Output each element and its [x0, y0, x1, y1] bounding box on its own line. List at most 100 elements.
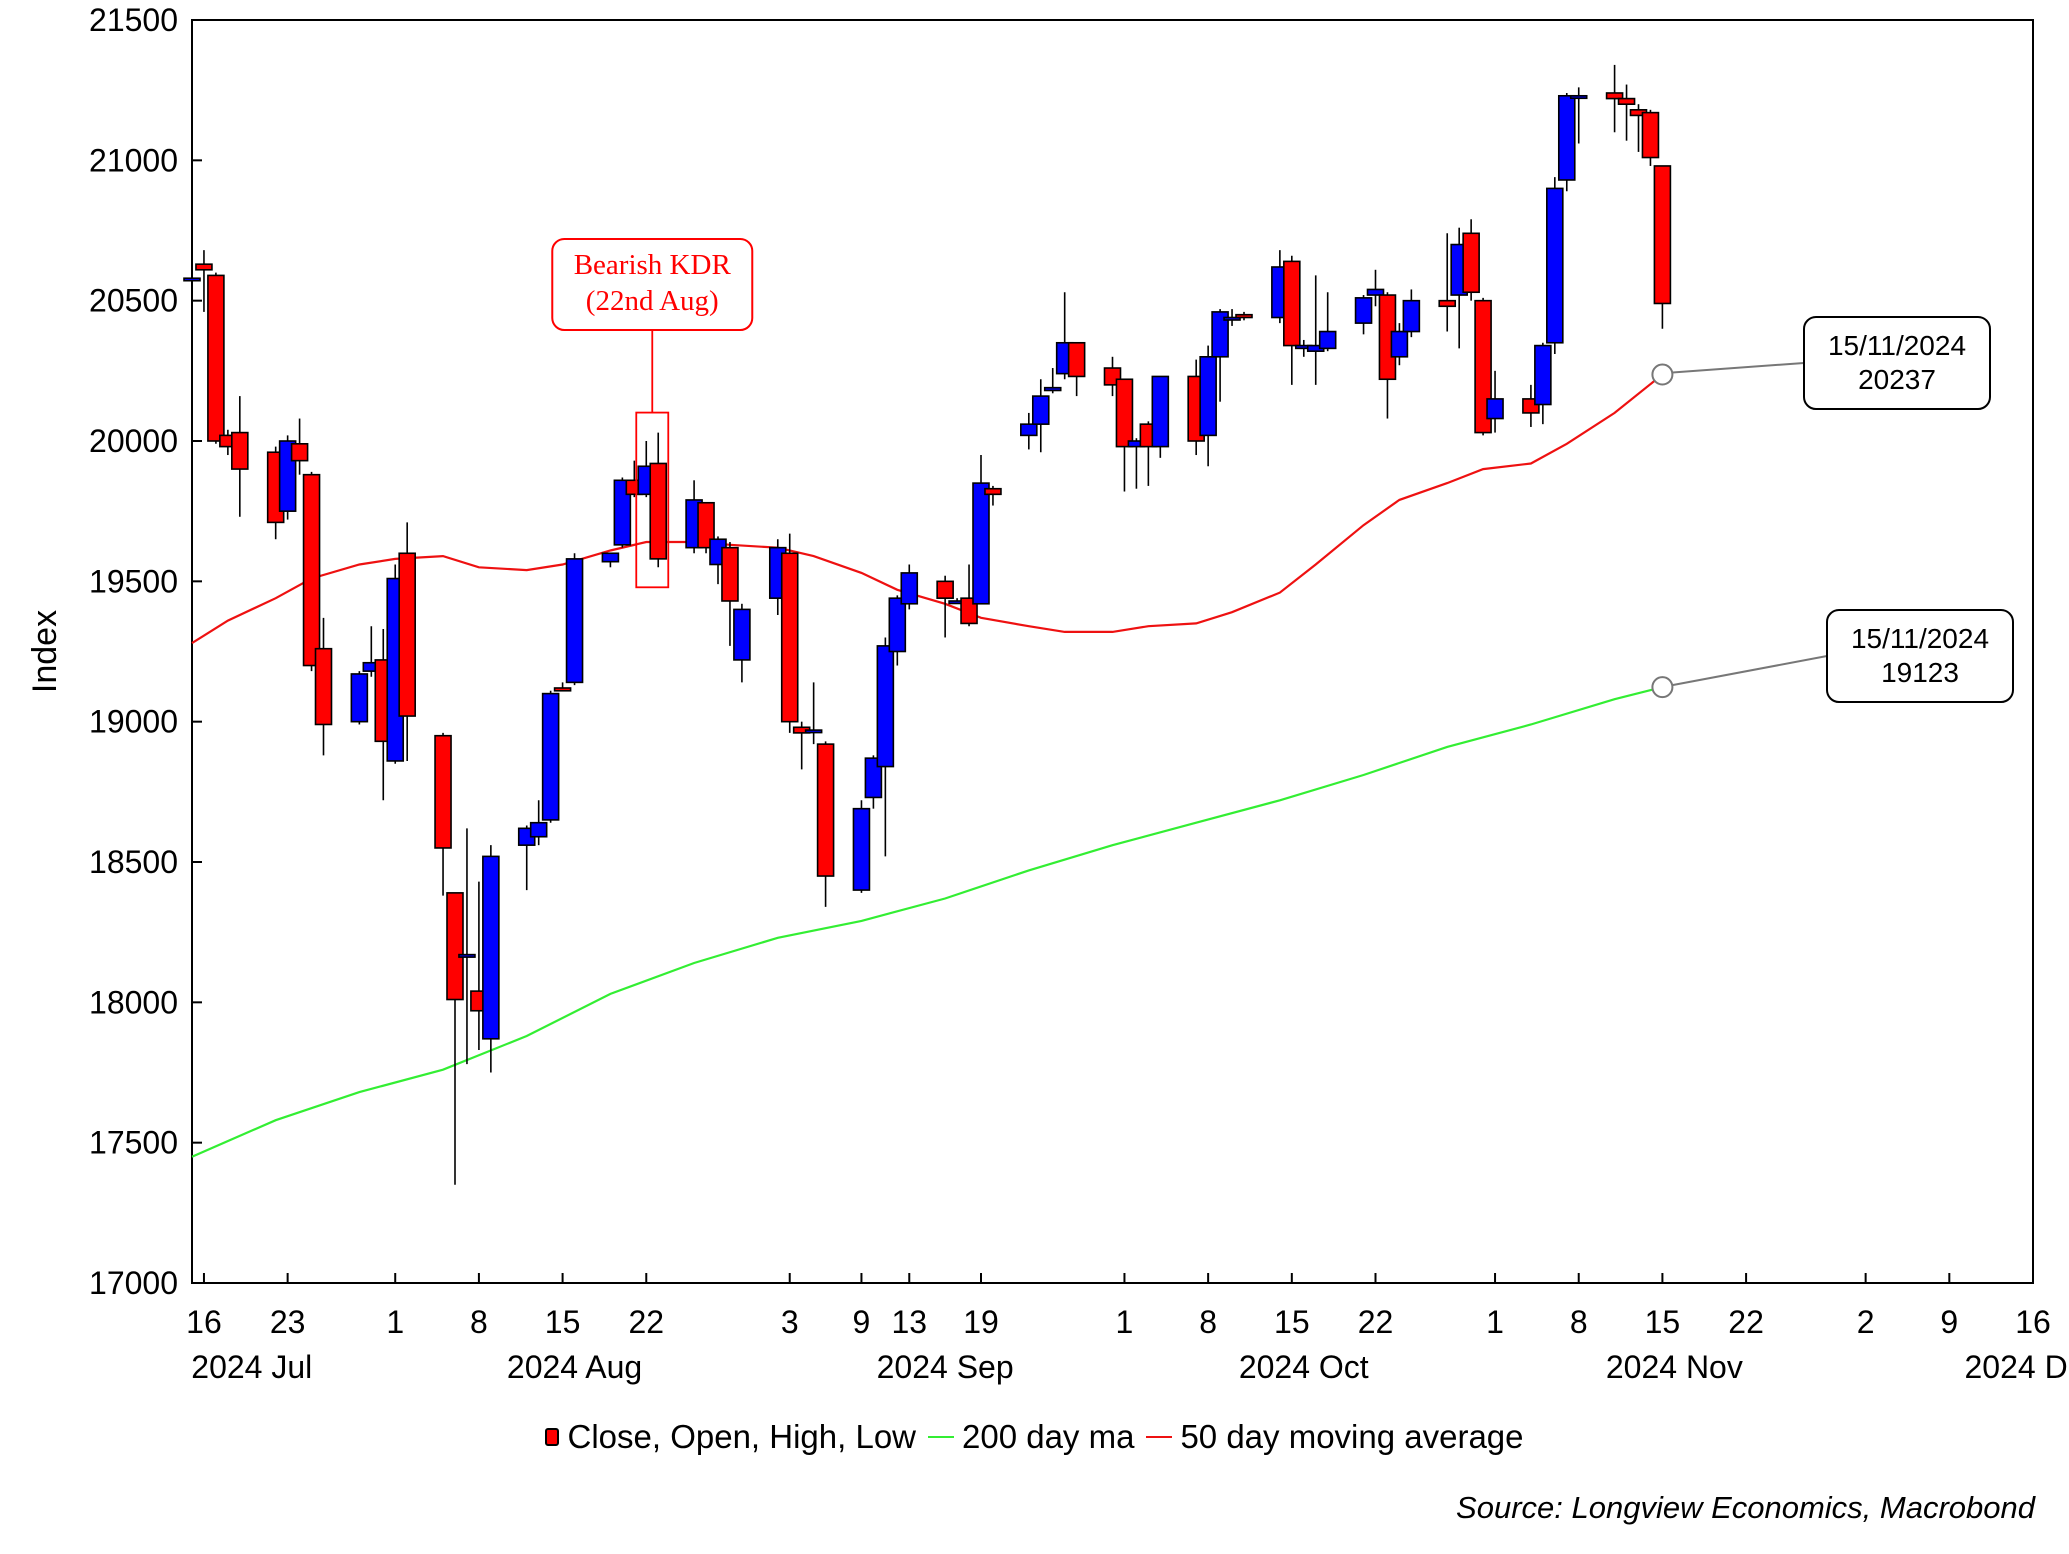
chart-legend: Close, Open, High, Low 200 day ma 50 day… — [0, 1418, 2069, 1456]
candle-body-down — [780, 552, 799, 723]
x-tick-label: 2 — [1857, 1304, 1875, 1340]
candle-body-up — [876, 645, 895, 768]
ma200-callout-marker — [1651, 676, 1674, 699]
candle-body-up — [601, 552, 620, 563]
x-tick-label: 22 — [1728, 1304, 1764, 1340]
candle-body-up — [1043, 386, 1062, 392]
ma200-callout-leader — [1672, 655, 1828, 687]
candle-body-up — [1354, 297, 1373, 324]
candle-body-down — [1653, 165, 1672, 305]
candle-body-up — [888, 597, 907, 653]
red-line-icon — [1146, 1436, 1173, 1438]
candle-body-down — [195, 263, 213, 271]
legend-item-50ma: 50 day moving average — [1146, 1418, 1524, 1456]
candle-body-up — [1199, 355, 1217, 437]
x-tick-label: 1 — [1486, 1304, 1504, 1340]
ma50-callout-text: 15/11/2024 — [1828, 330, 1966, 361]
candle-body-up — [1223, 316, 1241, 321]
candle-body-up — [1557, 94, 1576, 181]
candle-body-down — [721, 546, 739, 602]
legend-label-50ma: 50 day moving average — [1180, 1418, 1524, 1455]
candle-body-up — [1546, 187, 1564, 344]
x-tick-label: 19 — [963, 1304, 999, 1340]
candle-body-down — [1438, 299, 1457, 308]
ma200-callout-text: 19123 — [1881, 657, 1959, 688]
x-tick-label: 23 — [270, 1304, 306, 1340]
x-month-label: 2024 Oct — [1239, 1349, 1369, 1385]
candle-body-up — [1486, 398, 1504, 420]
x-month-label: 2024 Nov — [1606, 1349, 1743, 1385]
ma200-line — [191, 686, 1663, 1158]
y-axis-title: Index — [26, 610, 64, 693]
ma50-callout-marker — [1651, 363, 1674, 386]
x-tick-label: 22 — [628, 1304, 664, 1340]
x-tick-label: 22 — [1358, 1304, 1394, 1340]
candle-body-down — [649, 462, 668, 560]
candle-body-up — [482, 855, 500, 1040]
candle-body-down — [446, 892, 464, 1001]
candle-body-up — [733, 608, 751, 661]
candle-body-down — [936, 580, 954, 599]
x-tick-label: 15 — [1645, 1304, 1681, 1340]
kdr-callout-text: (22nd Aug) — [586, 285, 719, 317]
candle-body-up — [852, 807, 871, 891]
green-line-icon — [928, 1436, 954, 1438]
candle-body-down — [697, 501, 715, 549]
x-tick-label: 13 — [891, 1304, 927, 1340]
candle-body-down — [398, 552, 416, 717]
x-month-label: 2024 Sep — [877, 1349, 1014, 1385]
candle-body-down — [1462, 232, 1480, 294]
candle-body-up — [1402, 299, 1421, 333]
x-tick-label: 1 — [1116, 1304, 1134, 1340]
candle-body-down — [1115, 378, 1134, 448]
candle-body-down — [1605, 92, 1624, 100]
kdr-callout-box — [551, 238, 754, 331]
candle-body-up — [1390, 330, 1409, 358]
candle-body-down — [1641, 111, 1660, 159]
ma50-callout-leader — [1672, 362, 1805, 374]
legend-label-200ma: 200 day ma — [962, 1418, 1135, 1455]
candle-body-up — [1569, 94, 1588, 100]
x-tick-label: 15 — [1274, 1304, 1310, 1340]
candle-body-down — [1617, 97, 1636, 106]
candle-body-up — [565, 558, 584, 684]
legend-item-200ma: 200 day ma — [928, 1418, 1134, 1456]
candle-body-down — [231, 431, 249, 470]
candle-body-up — [1020, 423, 1038, 437]
y-tick-label: 20000 — [89, 423, 178, 459]
candle-body-up — [529, 821, 548, 838]
x-tick-label: 15 — [545, 1304, 581, 1340]
x-tick-label: 3 — [781, 1304, 799, 1340]
x-tick-label: 1 — [386, 1304, 404, 1340]
candle-body-down — [207, 274, 225, 442]
candle-body-down — [434, 734, 452, 849]
candle-body-down — [1235, 313, 1253, 319]
ma50-callout-box — [1803, 316, 1991, 410]
y-tick-label: 19500 — [89, 563, 178, 599]
y-tick-label: 18000 — [89, 984, 178, 1020]
candle-body-up — [1211, 311, 1229, 358]
x-tick-label: 16 — [2015, 1304, 2051, 1340]
candle-body-down — [553, 687, 572, 692]
candle-body-up — [1366, 288, 1385, 296]
ma200-callout-box — [1826, 609, 2014, 703]
kdr-callout-text: Bearish KDR — [574, 249, 732, 281]
candle-body-down — [1067, 341, 1086, 378]
x-month-label: 2024 Aug — [507, 1349, 642, 1385]
ma50-line — [191, 373, 1664, 645]
y-tick-label: 21500 — [89, 2, 178, 38]
candle-body-up — [900, 572, 919, 605]
candle-body-up — [613, 479, 632, 546]
x-tick-label: 9 — [1940, 1304, 1958, 1340]
candle-legend-icon — [545, 1428, 560, 1446]
candle-body-up — [864, 757, 883, 799]
candle-body-up — [183, 277, 201, 282]
y-tick-label: 18500 — [89, 844, 178, 880]
x-tick-label: 8 — [1199, 1304, 1217, 1340]
ma50-callout-text: 20237 — [1858, 364, 1936, 395]
candle-body-up — [541, 692, 560, 821]
candle-body-up — [804, 729, 823, 734]
x-tick-label: 16 — [186, 1304, 222, 1340]
candle-body-down — [302, 473, 321, 667]
candle-body-down — [984, 487, 1002, 496]
